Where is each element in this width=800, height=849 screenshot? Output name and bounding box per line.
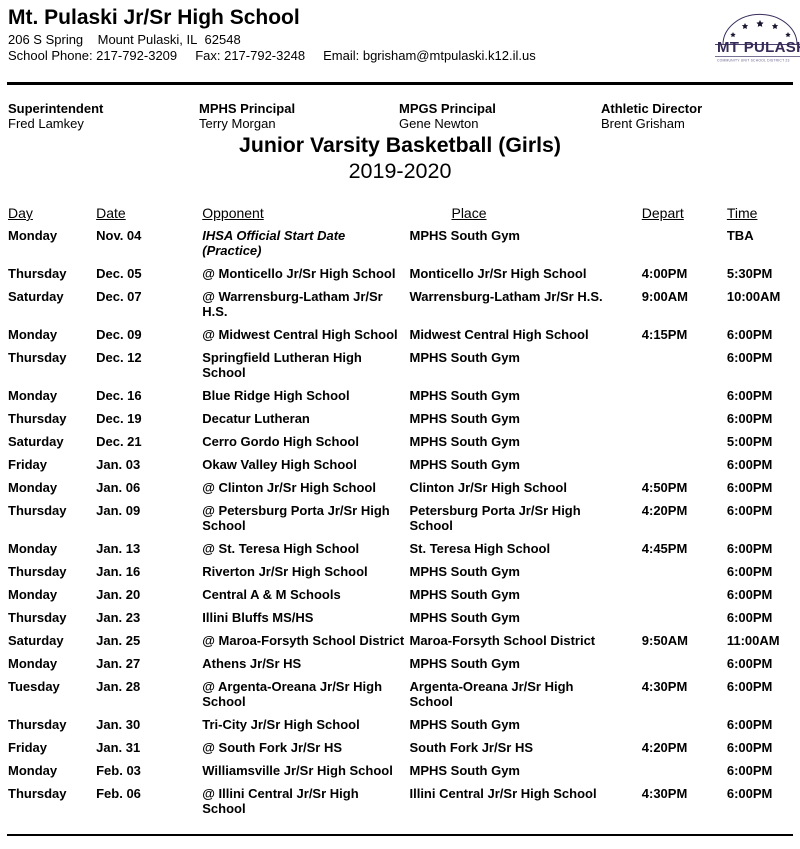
svg-text:MT PULASKI: MT PULASKI [717, 39, 800, 56]
svg-text:COMMUNITY UNIT SCHOOL DISTRICT: COMMUNITY UNIT SCHOOL DISTRICT 23 [717, 59, 790, 63]
